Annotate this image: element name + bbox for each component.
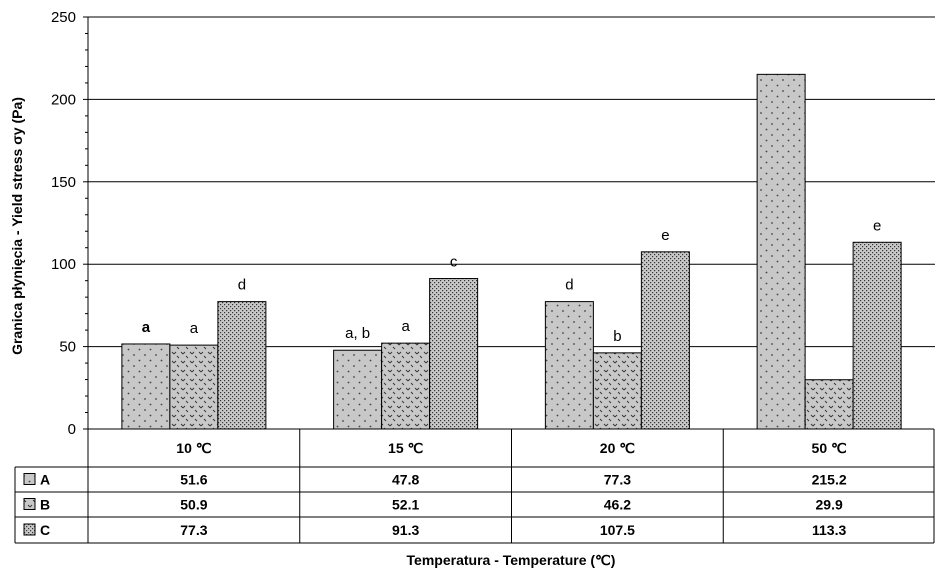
legend-swatch-b (23, 498, 36, 510)
letter-label: a, b (345, 325, 370, 342)
legend-swatch-a (23, 473, 36, 485)
letter-label: a (401, 318, 410, 335)
x-axis-title: Temperatura - Temperature (℃) (407, 552, 616, 568)
y-axis-title: Granica płynięcia - Yield stress σy (Pa) (9, 97, 25, 355)
bar-a-3 (544, 301, 594, 430)
letter-label: a (142, 319, 151, 336)
bar-b-3 (592, 352, 642, 430)
y-tick-label: 100 (51, 256, 76, 273)
table-cell-value: 215.2 (812, 472, 847, 488)
table-cell-value: 29.9 (816, 497, 843, 513)
bar-b-2 (381, 342, 431, 430)
y-tick-label: 0 (68, 421, 76, 438)
letter-label: e (873, 217, 881, 234)
legend-label-b: B (40, 497, 50, 513)
legend-label-c: C (40, 522, 50, 538)
bar-a-1 (121, 343, 171, 430)
table-cell-value: 47.8 (392, 472, 419, 488)
bar-c-3 (640, 251, 690, 430)
letter-label: a (190, 320, 199, 337)
bar-a-4 (756, 73, 806, 430)
category-label: 10 ℃ (176, 440, 211, 456)
table-cell-value: 51.6 (180, 472, 207, 488)
y-tick-label: 200 (51, 91, 76, 108)
gridlines (88, 16, 935, 348)
bar-c-4 (852, 241, 902, 430)
significance-letters: a a d a, b a c d b e e (142, 217, 882, 345)
table-cell-value: 50.9 (180, 497, 207, 513)
category-label: 15 ℃ (388, 440, 423, 456)
bar-c-2 (429, 278, 479, 430)
legend-label-a: A (40, 472, 50, 488)
table-cell-value: 77.3 (180, 522, 207, 538)
table-cell-value: 107.5 (600, 522, 635, 538)
table-cell-value: 46.2 (604, 497, 631, 513)
bar-a-2 (333, 349, 383, 430)
bar-b-4 (804, 379, 854, 430)
legend-swatch-c (23, 523, 36, 536)
letter-label: e (661, 227, 669, 244)
data-table: 10 ℃ 15 ℃ 20 ℃ 50 ℃ A 51.6 47.8 77.3 215.2 B 50.9 5… (14, 428, 935, 544)
category-label: 50 ℃ (812, 440, 847, 456)
letter-label: d (565, 277, 573, 294)
bar-b-1 (169, 344, 219, 430)
y-tick-label: 50 (59, 339, 76, 356)
letter-label: c (450, 254, 458, 271)
table-cell-value: 91.3 (392, 522, 419, 538)
table-cell-value: 52.1 (392, 497, 419, 513)
letter-label: b (613, 328, 621, 345)
y-tick-label: 150 (51, 174, 76, 191)
y-tick-label: 250 (51, 9, 76, 26)
table-cell-value: 113.3 (812, 522, 846, 538)
table-cell-value: 77.3 (604, 472, 631, 488)
y-axis-ticks: 0 50 100 150 200 250 (51, 9, 88, 438)
category-label: 20 ℃ (600, 440, 635, 456)
letter-label: d (238, 277, 246, 294)
bar-c-1 (217, 301, 267, 430)
bars (121, 73, 902, 430)
